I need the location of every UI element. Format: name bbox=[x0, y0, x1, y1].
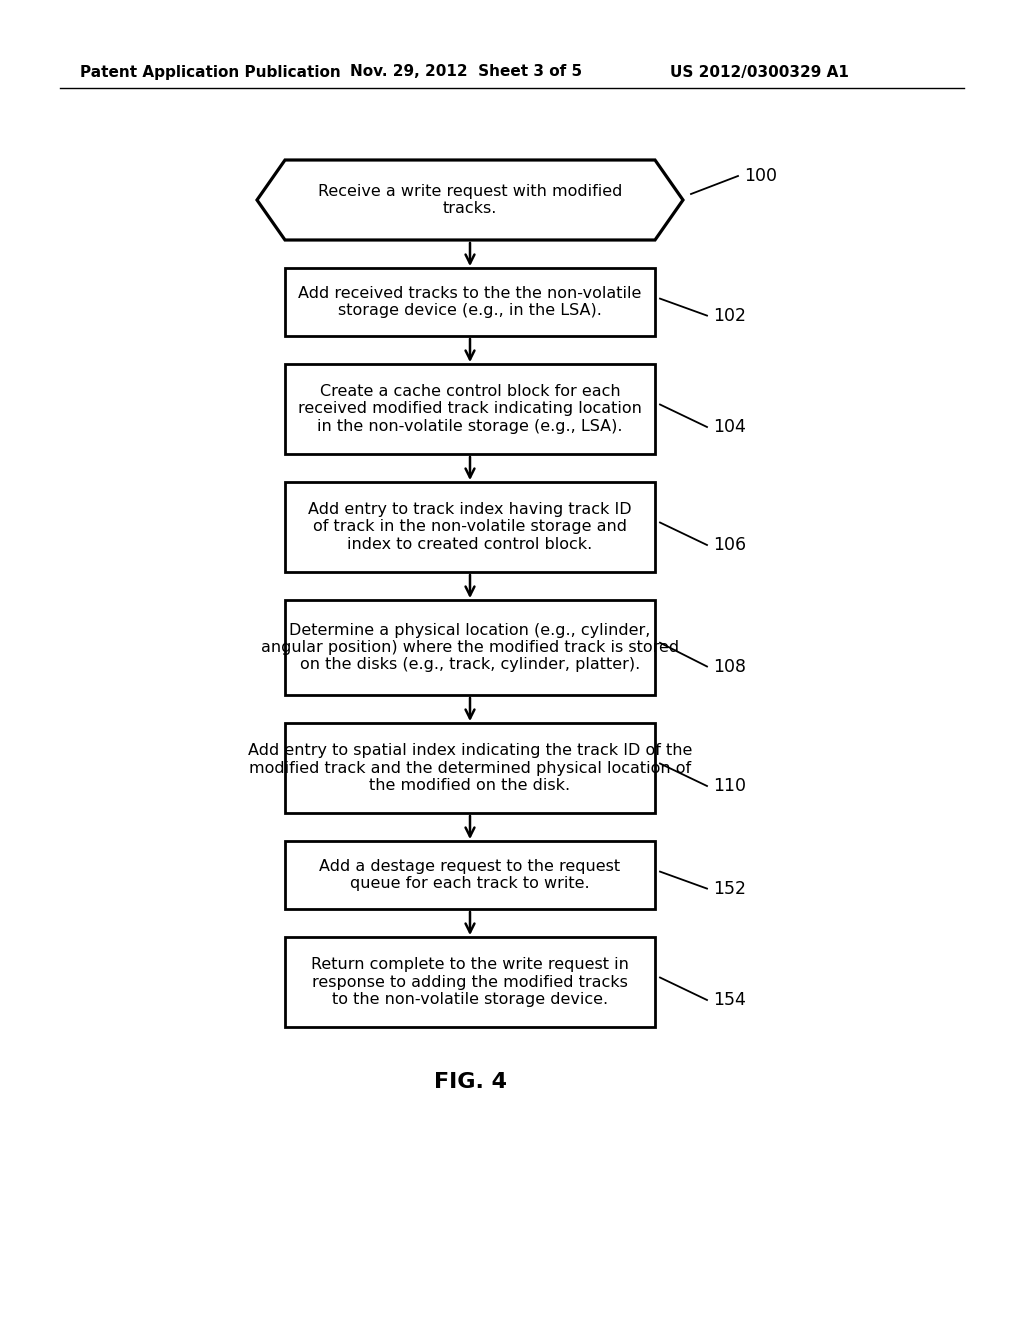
Bar bbox=[285, 364, 655, 454]
Bar bbox=[285, 482, 655, 572]
Text: 102: 102 bbox=[713, 306, 746, 325]
Text: Receive a write request with modified
tracks.: Receive a write request with modified tr… bbox=[317, 183, 623, 216]
Text: 100: 100 bbox=[744, 168, 777, 185]
Text: Determine a physical location (e.g., cylinder,
angular position) where the modif: Determine a physical location (e.g., cyl… bbox=[261, 623, 679, 672]
Bar bbox=[285, 937, 655, 1027]
Text: 154: 154 bbox=[713, 991, 745, 1008]
Text: Patent Application Publication: Patent Application Publication bbox=[80, 65, 341, 79]
Text: FIG. 4: FIG. 4 bbox=[433, 1072, 507, 1092]
Text: Return complete to the write request in
response to adding the modified tracks
t: Return complete to the write request in … bbox=[311, 957, 629, 1007]
Text: 108: 108 bbox=[713, 657, 746, 676]
Bar bbox=[285, 601, 655, 696]
Text: Nov. 29, 2012  Sheet 3 of 5: Nov. 29, 2012 Sheet 3 of 5 bbox=[350, 65, 582, 79]
Bar bbox=[285, 268, 655, 337]
Text: 152: 152 bbox=[713, 879, 746, 898]
Text: 104: 104 bbox=[713, 418, 745, 436]
Text: Create a cache control block for each
received modified track indicating locatio: Create a cache control block for each re… bbox=[298, 384, 642, 434]
Text: 110: 110 bbox=[713, 777, 746, 795]
Text: 106: 106 bbox=[713, 536, 746, 554]
Bar bbox=[285, 723, 655, 813]
Text: Add entry to spatial index indicating the track ID of the
modified track and the: Add entry to spatial index indicating th… bbox=[248, 743, 692, 793]
Text: Add received tracks to the the non-volatile
storage device (e.g., in the LSA).: Add received tracks to the the non-volat… bbox=[298, 286, 642, 318]
Bar bbox=[285, 841, 655, 909]
Text: Add a destage request to the request
queue for each track to write.: Add a destage request to the request que… bbox=[319, 859, 621, 891]
Text: US 2012/0300329 A1: US 2012/0300329 A1 bbox=[670, 65, 849, 79]
Text: Add entry to track index having track ID
of track in the non-volatile storage an: Add entry to track index having track ID… bbox=[308, 502, 632, 552]
Polygon shape bbox=[257, 160, 683, 240]
